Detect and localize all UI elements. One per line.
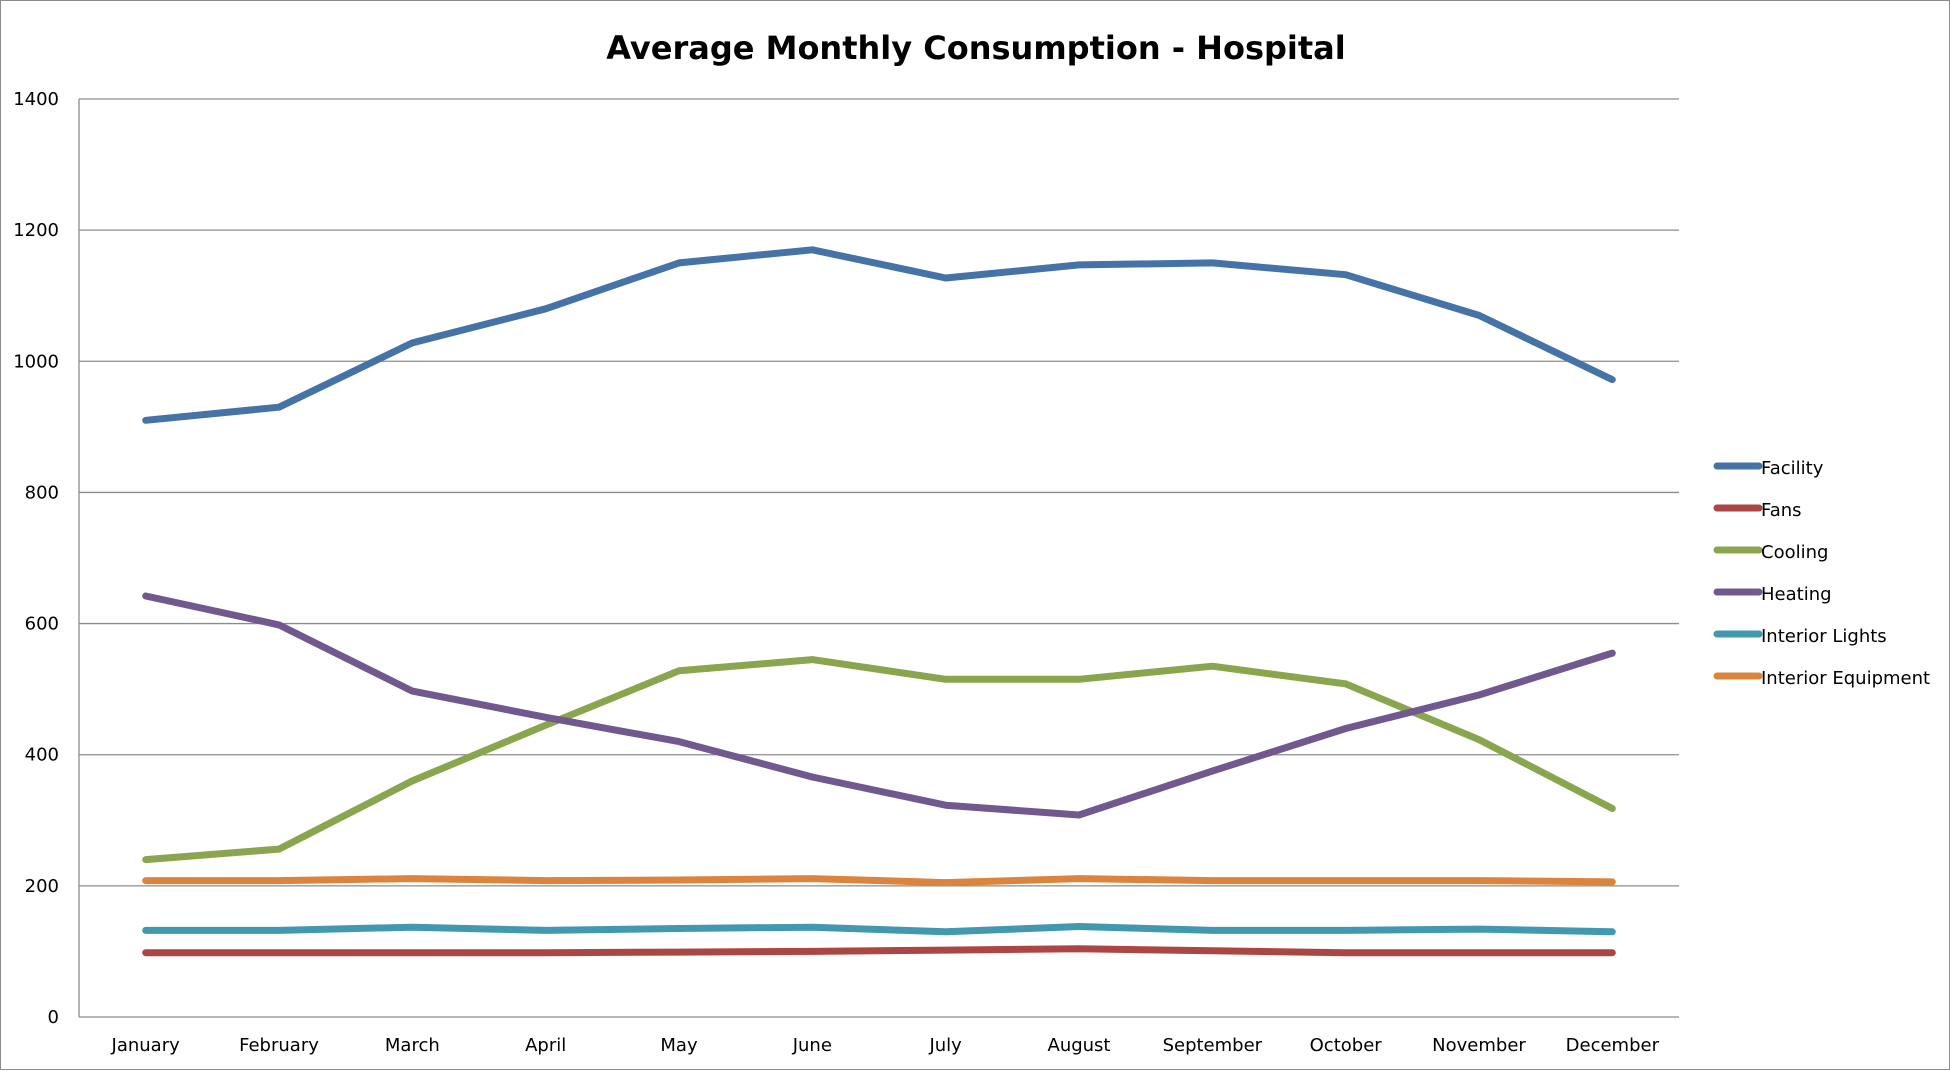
grid-lines [79, 98, 1679, 887]
series-line-facility [142, 246, 1616, 424]
y-tick-label: 0 [48, 1007, 59, 1028]
legend-label: Cooling [1761, 542, 1828, 563]
y-tick-label: 400 [25, 745, 59, 766]
y-tick-label: 600 [25, 614, 59, 635]
legend-label: Heating [1761, 584, 1832, 605]
x-tick-label: August [1048, 1035, 1111, 1056]
x-tick-label: January [111, 1035, 181, 1056]
x-tick-label: July [928, 1035, 962, 1056]
y-tick-label: 200 [25, 876, 59, 897]
y-tick-labels: 0 200 400 600 800 1000 1200 1400 [13, 89, 59, 1028]
x-tick-label: October [1310, 1035, 1383, 1056]
x-tick-labels: January February March April May June July Augu… [111, 1035, 1660, 1056]
legend-label: Interior Equipment [1761, 668, 1930, 689]
y-tick-label: 1400 [13, 89, 59, 110]
series-line-heating [142, 592, 1616, 819]
legend-label: Facility [1761, 458, 1824, 479]
x-tick-label: December [1566, 1035, 1660, 1056]
legend-label: Fans [1761, 500, 1802, 521]
chart-title: Average Monthly Consumption - Hospital [606, 29, 1345, 67]
y-tick-label: 1200 [13, 220, 59, 241]
x-tick-label: February [239, 1035, 319, 1056]
series-line-interior-lights [142, 923, 1616, 936]
x-tick-label: November [1432, 1035, 1526, 1056]
x-tick-label: September [1163, 1035, 1263, 1056]
legend-label: Interior Lights [1761, 626, 1887, 647]
y-tick-label: 1000 [13, 351, 59, 372]
series-line-cooling [142, 656, 1616, 864]
x-tick-label: April [525, 1035, 566, 1056]
series-lines [142, 246, 1616, 957]
legend: Facility Fans Cooling Heating Interior Light… [1713, 458, 1930, 689]
axes [78, 99, 1679, 1018]
x-tick-label: May [660, 1035, 698, 1056]
x-tick-label: June [792, 1035, 832, 1056]
series-line-fans [142, 945, 1616, 957]
series-line-interior-equipment [142, 875, 1616, 887]
y-tick-label: 800 [25, 482, 59, 503]
x-tick-label: March [385, 1035, 440, 1056]
